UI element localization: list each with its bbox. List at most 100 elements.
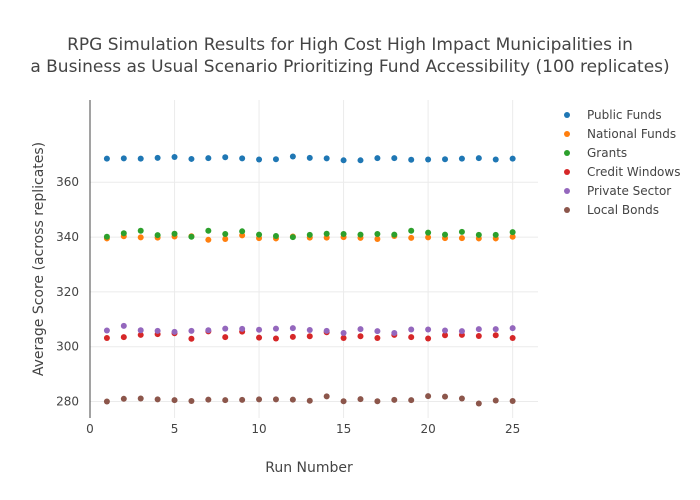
data-point[interactable] bbox=[239, 325, 246, 332]
data-point[interactable] bbox=[188, 233, 195, 240]
data-point[interactable] bbox=[425, 393, 432, 400]
data-point[interactable] bbox=[374, 398, 381, 405]
data-point[interactable] bbox=[103, 155, 110, 162]
data-point[interactable] bbox=[188, 327, 195, 334]
data-point[interactable] bbox=[171, 230, 178, 237]
data-point[interactable] bbox=[357, 333, 364, 340]
data-point[interactable] bbox=[458, 395, 465, 402]
data-point[interactable] bbox=[425, 229, 432, 236]
data-point[interactable] bbox=[137, 395, 144, 402]
data-point[interactable] bbox=[408, 326, 415, 333]
data-point[interactable] bbox=[458, 155, 465, 162]
data-point[interactable] bbox=[289, 325, 296, 332]
data-point[interactable] bbox=[442, 156, 449, 163]
data-point[interactable] bbox=[239, 155, 246, 162]
data-point[interactable] bbox=[408, 227, 415, 234]
data-point[interactable] bbox=[289, 153, 296, 160]
data-point[interactable] bbox=[306, 154, 313, 161]
data-point[interactable] bbox=[408, 397, 415, 404]
data-point[interactable] bbox=[171, 397, 178, 404]
data-point[interactable] bbox=[492, 231, 499, 238]
data-point[interactable] bbox=[475, 400, 482, 407]
data-point[interactable] bbox=[475, 326, 482, 333]
data-point[interactable] bbox=[205, 327, 212, 334]
data-point[interactable] bbox=[374, 155, 381, 162]
data-point[interactable] bbox=[154, 154, 161, 161]
data-point[interactable] bbox=[391, 155, 398, 162]
data-point[interactable] bbox=[340, 157, 347, 164]
data-point[interactable] bbox=[120, 230, 127, 237]
data-point[interactable] bbox=[137, 155, 144, 162]
data-point[interactable] bbox=[289, 234, 296, 241]
data-point[interactable] bbox=[357, 396, 364, 403]
data-point[interactable] bbox=[458, 328, 465, 335]
data-point[interactable] bbox=[306, 231, 313, 238]
data-point[interactable] bbox=[272, 396, 279, 403]
data-point[interactable] bbox=[103, 327, 110, 334]
data-point[interactable] bbox=[256, 156, 263, 163]
data-point[interactable] bbox=[391, 396, 398, 403]
data-point[interactable] bbox=[120, 155, 127, 162]
data-point[interactable] bbox=[425, 326, 432, 333]
data-point[interactable] bbox=[137, 227, 144, 234]
data-point[interactable] bbox=[323, 230, 330, 237]
data-point[interactable] bbox=[222, 235, 229, 242]
data-point[interactable] bbox=[272, 325, 279, 332]
data-point[interactable] bbox=[205, 155, 212, 162]
data-point[interactable] bbox=[289, 396, 296, 403]
data-point[interactable] bbox=[120, 322, 127, 329]
data-point[interactable] bbox=[222, 325, 229, 332]
data-point[interactable] bbox=[120, 334, 127, 341]
data-point[interactable] bbox=[289, 333, 296, 340]
data-point[interactable] bbox=[239, 396, 246, 403]
data-point[interactable] bbox=[509, 398, 516, 405]
data-point[interactable] bbox=[306, 397, 313, 404]
data-point[interactable] bbox=[425, 234, 432, 241]
data-point[interactable] bbox=[357, 231, 364, 238]
data-point[interactable] bbox=[103, 334, 110, 341]
data-point[interactable] bbox=[509, 233, 516, 240]
legend-item[interactable]: Credit Windows bbox=[564, 165, 680, 179]
data-point[interactable] bbox=[272, 232, 279, 239]
data-point[interactable] bbox=[222, 397, 229, 404]
data-point[interactable] bbox=[509, 229, 516, 236]
data-point[interactable] bbox=[374, 235, 381, 242]
data-point[interactable] bbox=[442, 327, 449, 334]
data-point[interactable] bbox=[205, 396, 212, 403]
legend-item[interactable]: National Funds bbox=[564, 127, 676, 141]
data-point[interactable] bbox=[492, 397, 499, 404]
legend-item[interactable]: Public Funds bbox=[564, 108, 662, 122]
data-point[interactable] bbox=[222, 231, 229, 238]
data-point[interactable] bbox=[340, 231, 347, 238]
data-point[interactable] bbox=[323, 155, 330, 162]
data-point[interactable] bbox=[171, 154, 178, 161]
data-point[interactable] bbox=[340, 334, 347, 341]
data-point[interactable] bbox=[256, 334, 263, 341]
data-point[interactable] bbox=[374, 231, 381, 238]
legend-item[interactable]: Local Bonds bbox=[564, 203, 659, 217]
data-point[interactable] bbox=[391, 330, 398, 337]
data-point[interactable] bbox=[171, 328, 178, 335]
data-point[interactable] bbox=[492, 326, 499, 333]
data-point[interactable] bbox=[272, 335, 279, 342]
data-point[interactable] bbox=[103, 233, 110, 240]
data-point[interactable] bbox=[492, 332, 499, 339]
data-point[interactable] bbox=[256, 396, 263, 403]
data-point[interactable] bbox=[137, 234, 144, 241]
data-point[interactable] bbox=[475, 155, 482, 162]
data-point[interactable] bbox=[154, 327, 161, 334]
data-point[interactable] bbox=[205, 236, 212, 243]
data-point[interactable] bbox=[222, 334, 229, 341]
data-point[interactable] bbox=[374, 328, 381, 335]
data-point[interactable] bbox=[154, 396, 161, 403]
data-point[interactable] bbox=[408, 334, 415, 341]
data-point[interactable] bbox=[120, 395, 127, 402]
data-point[interactable] bbox=[408, 234, 415, 241]
data-point[interactable] bbox=[137, 327, 144, 334]
legend-item[interactable]: Private Sector bbox=[564, 184, 671, 198]
data-point[interactable] bbox=[205, 227, 212, 234]
data-point[interactable] bbox=[306, 327, 313, 334]
data-point[interactable] bbox=[188, 335, 195, 342]
data-point[interactable] bbox=[425, 156, 432, 163]
data-point[interactable] bbox=[408, 156, 415, 163]
